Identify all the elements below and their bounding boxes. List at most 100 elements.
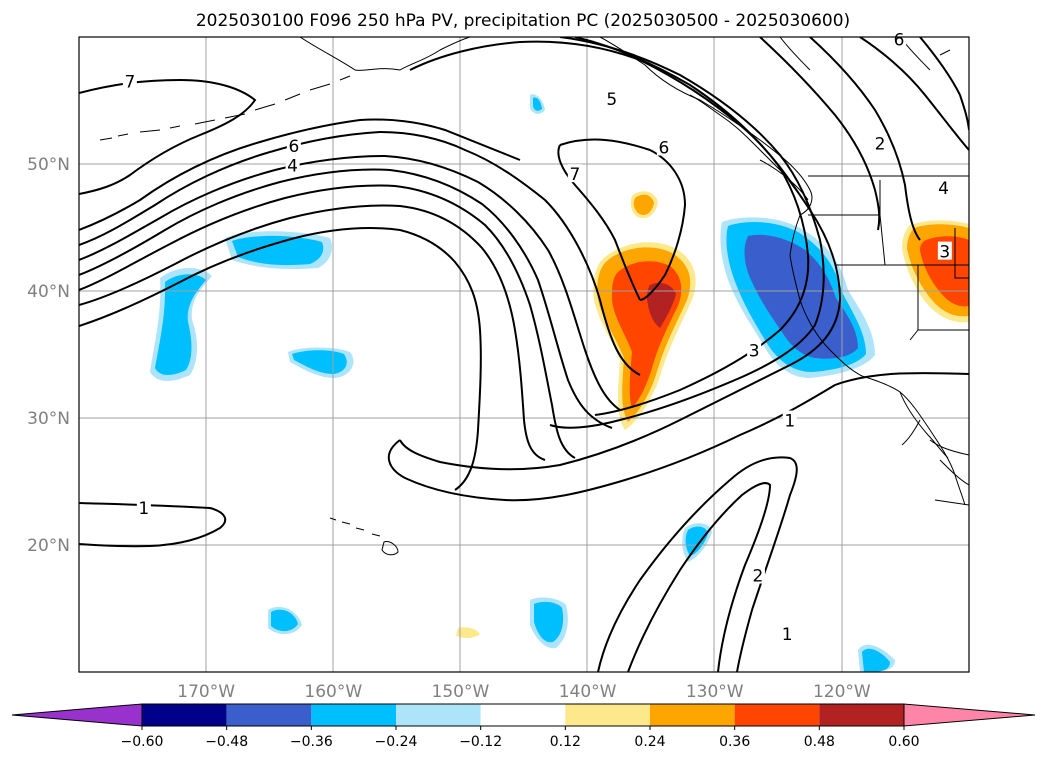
negative-anomaly-region: [862, 648, 890, 672]
contour-label: 6: [288, 137, 299, 157]
colorbar-segment: [226, 704, 312, 726]
contour-label-background: [780, 623, 795, 642]
baja-california-coastline: [899, 391, 969, 486]
contour-label: 5: [606, 90, 617, 110]
contour-line: [557, 144, 641, 301]
colorbar-segment: [396, 704, 481, 726]
contour-label: 2: [753, 566, 764, 586]
contour-label-background: [285, 155, 300, 174]
contour-line: [79, 78, 257, 195]
contour-line: [79, 227, 401, 327]
contour-label: 1: [784, 412, 795, 432]
contour-line: [859, 37, 969, 151]
negative-anomaly-region: [232, 235, 324, 266]
contour-label: 6: [894, 31, 905, 51]
contour-line: [79, 204, 546, 461]
contour-line: [79, 130, 641, 376]
colorbar-frame: [141, 703, 905, 727]
negative-anomaly-region: [534, 601, 564, 643]
aleutian-islands: [99, 75, 351, 141]
contour-line: [809, 37, 921, 241]
contour-label: 3: [749, 342, 760, 362]
negative-anomaly-region: [155, 274, 206, 375]
contour-label-background: [782, 410, 797, 429]
contour-line: [79, 184, 576, 459]
colorbar-tick-label: 0.60: [888, 734, 919, 750]
contour-line: [574, 37, 810, 416]
contour-line: [627, 482, 772, 672]
contour-label: 1: [138, 499, 149, 519]
hawaii-islands: [329, 517, 399, 556]
contour-label: 7: [124, 72, 135, 92]
colorbar-tick-label: 0.36: [719, 734, 750, 750]
contour-line: [559, 138, 687, 301]
longitude-tick-label: 160°W: [304, 682, 362, 702]
state-borders: [808, 180, 969, 341]
negative-anomaly-region: [533, 97, 542, 111]
coastlines: [99, 37, 969, 556]
latitude-tick-label: 20°N: [27, 536, 70, 556]
pacific-northwest-coastline: [789, 214, 966, 506]
contour-line: [79, 154, 621, 411]
colorbar-tick-label: 0.24: [634, 734, 665, 750]
contour-label-background: [750, 565, 765, 584]
positive-anomaly-region: [647, 282, 676, 328]
colorbar-tick-label: −0.24: [375, 734, 418, 750]
colorbar-extend-low: [11, 703, 143, 727]
contour-line: [79, 168, 613, 429]
colorbar-segment: [565, 704, 650, 726]
contour-label: 6: [658, 138, 669, 158]
colorbar-tick-label: −0.48: [205, 734, 248, 750]
longitude-tick-label: 130°W: [686, 682, 744, 702]
longitude-tick-labels: 170°W 160°W 150°W 140°W 130°W 120°W: [177, 682, 871, 702]
contour-label-background: [873, 133, 887, 152]
negative-anomaly-region: [271, 609, 298, 632]
colorbar-segment: [480, 704, 566, 726]
contour-label-background: [656, 137, 671, 156]
contour-line: [79, 118, 521, 231]
contour-label: 3: [939, 243, 950, 263]
latitude-tick-label: 50°N: [27, 155, 70, 175]
colorbar-segment: [819, 704, 904, 726]
contour-line: [759, 37, 881, 231]
colorbar-tick-label: −0.36: [290, 734, 333, 750]
contour-line: [597, 456, 798, 672]
pv-contours: [79, 37, 969, 672]
contour-label-background: [604, 89, 619, 108]
negative-anomaly-region: [685, 526, 708, 556]
latitude-tick-label: 30°N: [27, 409, 70, 429]
colorbar-segment: [311, 704, 396, 726]
chart-title: 2025030100 F096 250 hPa PV, precipitatio…: [196, 11, 850, 31]
alaska-panhandle-coastline: [599, 37, 813, 216]
longitude-tick-label: 150°W: [432, 682, 490, 702]
longitude-tick-label: 170°W: [177, 682, 235, 702]
contour-label-background: [936, 178, 951, 197]
positive-anomaly-region: [920, 236, 969, 307]
contour-label: 4: [938, 179, 949, 199]
colorbar-extend-high: [903, 703, 1036, 727]
colorbar: −0.60 −0.48 −0.36 −0.24 −0.12 0.12 0.24 0.36 0.4…: [11, 703, 1036, 750]
contour-line: [399, 229, 482, 491]
contour-line: [387, 372, 969, 502]
map-frame: [78, 36, 970, 673]
contour-label-background: [747, 340, 762, 359]
contour-label: 4: [287, 156, 298, 176]
alaska-coastline: [299, 37, 471, 71]
contour-line: [919, 37, 969, 131]
contour-label-background: [122, 71, 137, 90]
contour-label: 1: [782, 625, 793, 645]
colorbar-tick-label: 0.12: [550, 734, 581, 750]
contour-line: [549, 37, 825, 429]
contour-label-background: [286, 136, 301, 155]
contour-label: 7: [569, 165, 580, 185]
positive-anomaly-region: [456, 627, 480, 639]
contour-label-background: [892, 29, 907, 48]
longitude-tick-label: 140°W: [559, 682, 617, 702]
latitude-tick-labels: 20°N 30°N 40°N 50°N: [27, 155, 70, 556]
latitude-tick-label: 40°N: [27, 282, 70, 302]
colorbar-tick-label: 0.48: [804, 734, 835, 750]
contour-line: [399, 40, 842, 471]
colorbar-tick-label: −0.60: [121, 734, 164, 750]
colorbar-segment: [142, 704, 227, 726]
